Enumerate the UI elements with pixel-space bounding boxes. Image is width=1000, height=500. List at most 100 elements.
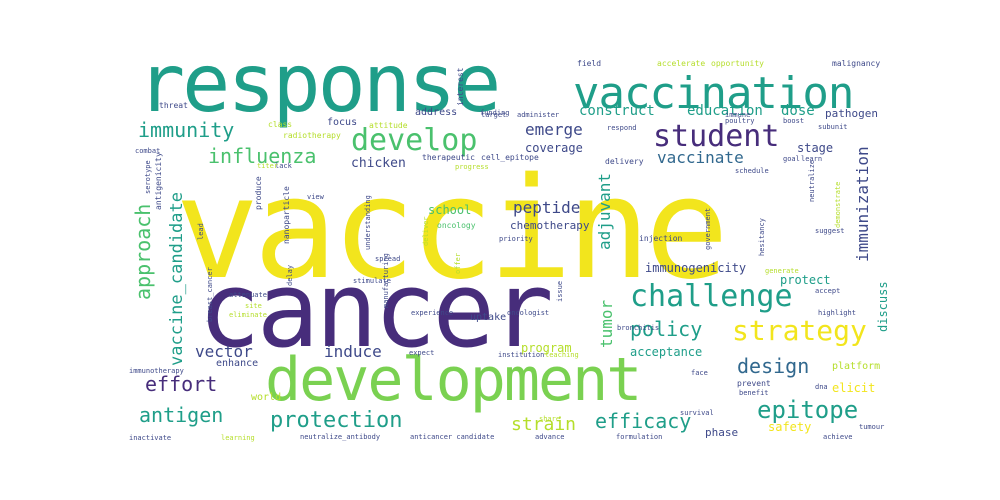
word-titer: titer <box>257 162 279 170</box>
word-coverage: coverage <box>525 141 583 155</box>
word-emerge: emerge <box>525 120 583 139</box>
word-face: face <box>691 369 708 377</box>
word-learn: learn <box>801 155 823 163</box>
word-respond: respond <box>607 124 637 132</box>
word-stage: stage <box>797 141 834 155</box>
word-vaccine: vaccine <box>175 148 729 311</box>
word-strain: strain <box>511 414 577 435</box>
word-program: program <box>521 341 572 355</box>
word-uptake: uptake <box>470 312 507 323</box>
word-immunogenicity: immunogenicity <box>645 261 747 275</box>
word-formulation: formulation <box>616 433 663 441</box>
word-cloud: vaccine cancer response development vacc… <box>125 50 895 450</box>
word-phase: phase <box>705 426 739 439</box>
word-threat: threat <box>159 101 188 110</box>
word-experience: experience <box>411 309 454 317</box>
word-immunization: immunization <box>853 146 872 262</box>
word-issue: issue <box>556 280 564 302</box>
word-institution: institution <box>498 351 545 359</box>
word-goal: goal <box>783 155 800 163</box>
word-discuss: discuss <box>876 281 890 332</box>
word-bronchitis: bronchitis <box>617 324 660 332</box>
word-design: design <box>737 354 810 378</box>
word-antigen: antigen <box>139 403 224 427</box>
word-attenuate: attenuate <box>229 291 267 299</box>
word-platform: platform <box>832 361 881 372</box>
word-response: response <box>137 50 501 130</box>
word-delivery: delivery <box>605 157 644 166</box>
word-funding: funding <box>480 109 510 117</box>
word-spread: spread <box>375 255 401 263</box>
word-field: field <box>577 59 602 68</box>
word-accept: accept <box>815 287 841 295</box>
word-enhance: enhance <box>216 358 259 369</box>
word-learning: learning <box>221 434 255 442</box>
word-vaccination: vaccination <box>573 68 854 119</box>
word-cell-epitope: cell_epitope <box>481 153 539 162</box>
word-develop: develop <box>351 123 478 158</box>
word-accelerate: accelerate <box>657 59 706 68</box>
word-opportunity: opportunity <box>711 59 764 68</box>
word-pathogen: pathogen <box>825 107 878 120</box>
word-nanoparticle: nanoparticle <box>282 186 291 244</box>
word-expect: expect <box>409 349 435 357</box>
word-teaching: teaching <box>545 351 579 359</box>
word-target: target <box>481 111 507 119</box>
word-dose: dose <box>781 103 815 119</box>
word-world: world <box>251 392 282 403</box>
word-immunity: immunity <box>138 118 235 142</box>
word-neutralize: neutralize <box>808 159 816 202</box>
word-therapeutic: therapeutic <box>422 153 475 162</box>
word-delay: delay <box>286 264 294 286</box>
word-stimulate: stimulate <box>353 277 391 285</box>
word-benefit: benefit <box>739 389 769 397</box>
word-lead: lead <box>197 223 205 240</box>
word-construct: construct <box>579 103 655 119</box>
word-site: site <box>245 302 262 310</box>
word-advance: advance <box>535 433 565 441</box>
word-produce: produce <box>254 176 263 210</box>
word-schedule: schedule <box>735 167 769 175</box>
word-address: address <box>415 107 458 118</box>
word-share: share <box>539 415 561 423</box>
word-serotype: serotype <box>144 160 152 194</box>
word-cancer: cancer <box>198 249 554 371</box>
word-boost: boost <box>783 117 805 125</box>
word-class: class <box>268 120 293 129</box>
word-approach: approach <box>131 203 155 300</box>
word-epitope: epitope <box>757 396 859 424</box>
word-neutralize-antibody: neutralize_antibody <box>300 433 381 441</box>
word-prevent: prevent <box>737 379 771 388</box>
word-immune: immune <box>725 111 751 119</box>
word-combat: combat <box>135 147 161 155</box>
word-strategy: strategy <box>732 314 867 347</box>
word-offer: offer <box>454 252 462 274</box>
word-protect: protect <box>780 273 831 287</box>
word-school: school <box>428 203 472 217</box>
word-priority: priority <box>499 235 533 243</box>
word-oncologist: oncologist <box>507 309 550 317</box>
word-generate: generate <box>765 267 799 275</box>
word-development: development <box>265 345 642 415</box>
word-oncology: oncology <box>437 221 476 230</box>
word-tumour: tumour <box>859 423 885 431</box>
word-interest: interest <box>456 67 465 106</box>
word-influenza: influenza <box>208 144 317 168</box>
word-eliminate: eliminate <box>229 311 267 319</box>
word-survival: survival <box>680 409 714 417</box>
word-chemotherapy: chemotherapy <box>510 219 590 232</box>
word-understanding: understanding <box>364 195 372 250</box>
word-chicken: chicken <box>351 156 406 171</box>
word-injection: injection <box>639 234 683 243</box>
word-acceptance: acceptance <box>630 345 703 359</box>
word-safety: safety <box>768 420 812 434</box>
word-highlight: highlight <box>818 309 856 317</box>
word-demonstrate: demonstrate <box>834 181 842 228</box>
word-vector: vector <box>195 342 253 361</box>
word-peptide: peptide <box>513 198 581 217</box>
word-government: government <box>704 207 712 250</box>
word-hesitancy: hesitancy <box>758 218 766 256</box>
word-administer: administer <box>517 111 560 119</box>
word-progress: progress <box>455 163 489 171</box>
